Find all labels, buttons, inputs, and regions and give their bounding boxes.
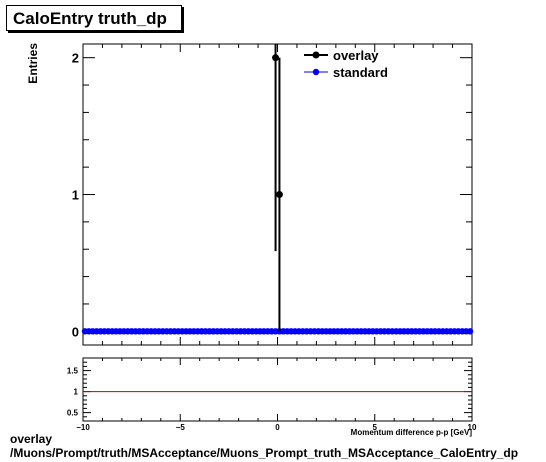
ratio-x-tick-label: 10 [468, 423, 477, 432]
title-box: CaloEntry truth_dp [6, 5, 182, 31]
footer-label: overlay [10, 432, 53, 446]
ratio-x-tick-label: −10 [76, 423, 90, 432]
main-y-tick-label: 2 [72, 51, 79, 66]
ratio-x-tick-label: 0 [275, 423, 280, 432]
ratio-frame [82, 357, 473, 422]
overlay-point [272, 54, 280, 62]
ratio-y-tick-label: 0.5 [67, 409, 79, 418]
main-y-tick-label: 0 [72, 324, 79, 339]
ratio-y-tick-label: 1 [74, 388, 79, 397]
main-y-tick-label: 1 [72, 188, 79, 203]
legend-overlay-label: overlay [333, 48, 379, 63]
overlay-point [275, 191, 283, 198]
series-standard [81, 328, 474, 335]
ratio-x-tick-label: 5 [373, 423, 378, 432]
legend-overlay-marker [312, 51, 320, 59]
legend-standard-marker [312, 68, 320, 76]
ratio-y-tick-label: 1.5 [67, 367, 79, 376]
standard-point [466, 328, 474, 335]
main-y-axis-label: Entries [26, 43, 40, 84]
ratio-x-tick-label: −5 [176, 423, 186, 432]
chart-title: CaloEntry truth_dp [13, 9, 167, 28]
footer-path: /Muons/Prompt/truth/MSAcceptance/Muons_P… [10, 446, 519, 460]
legend-standard-label: standard [333, 65, 388, 80]
series-overlay [272, 44, 283, 332]
ratio-x-axis-label: Momentum difference p-p [GeV] [351, 428, 473, 437]
